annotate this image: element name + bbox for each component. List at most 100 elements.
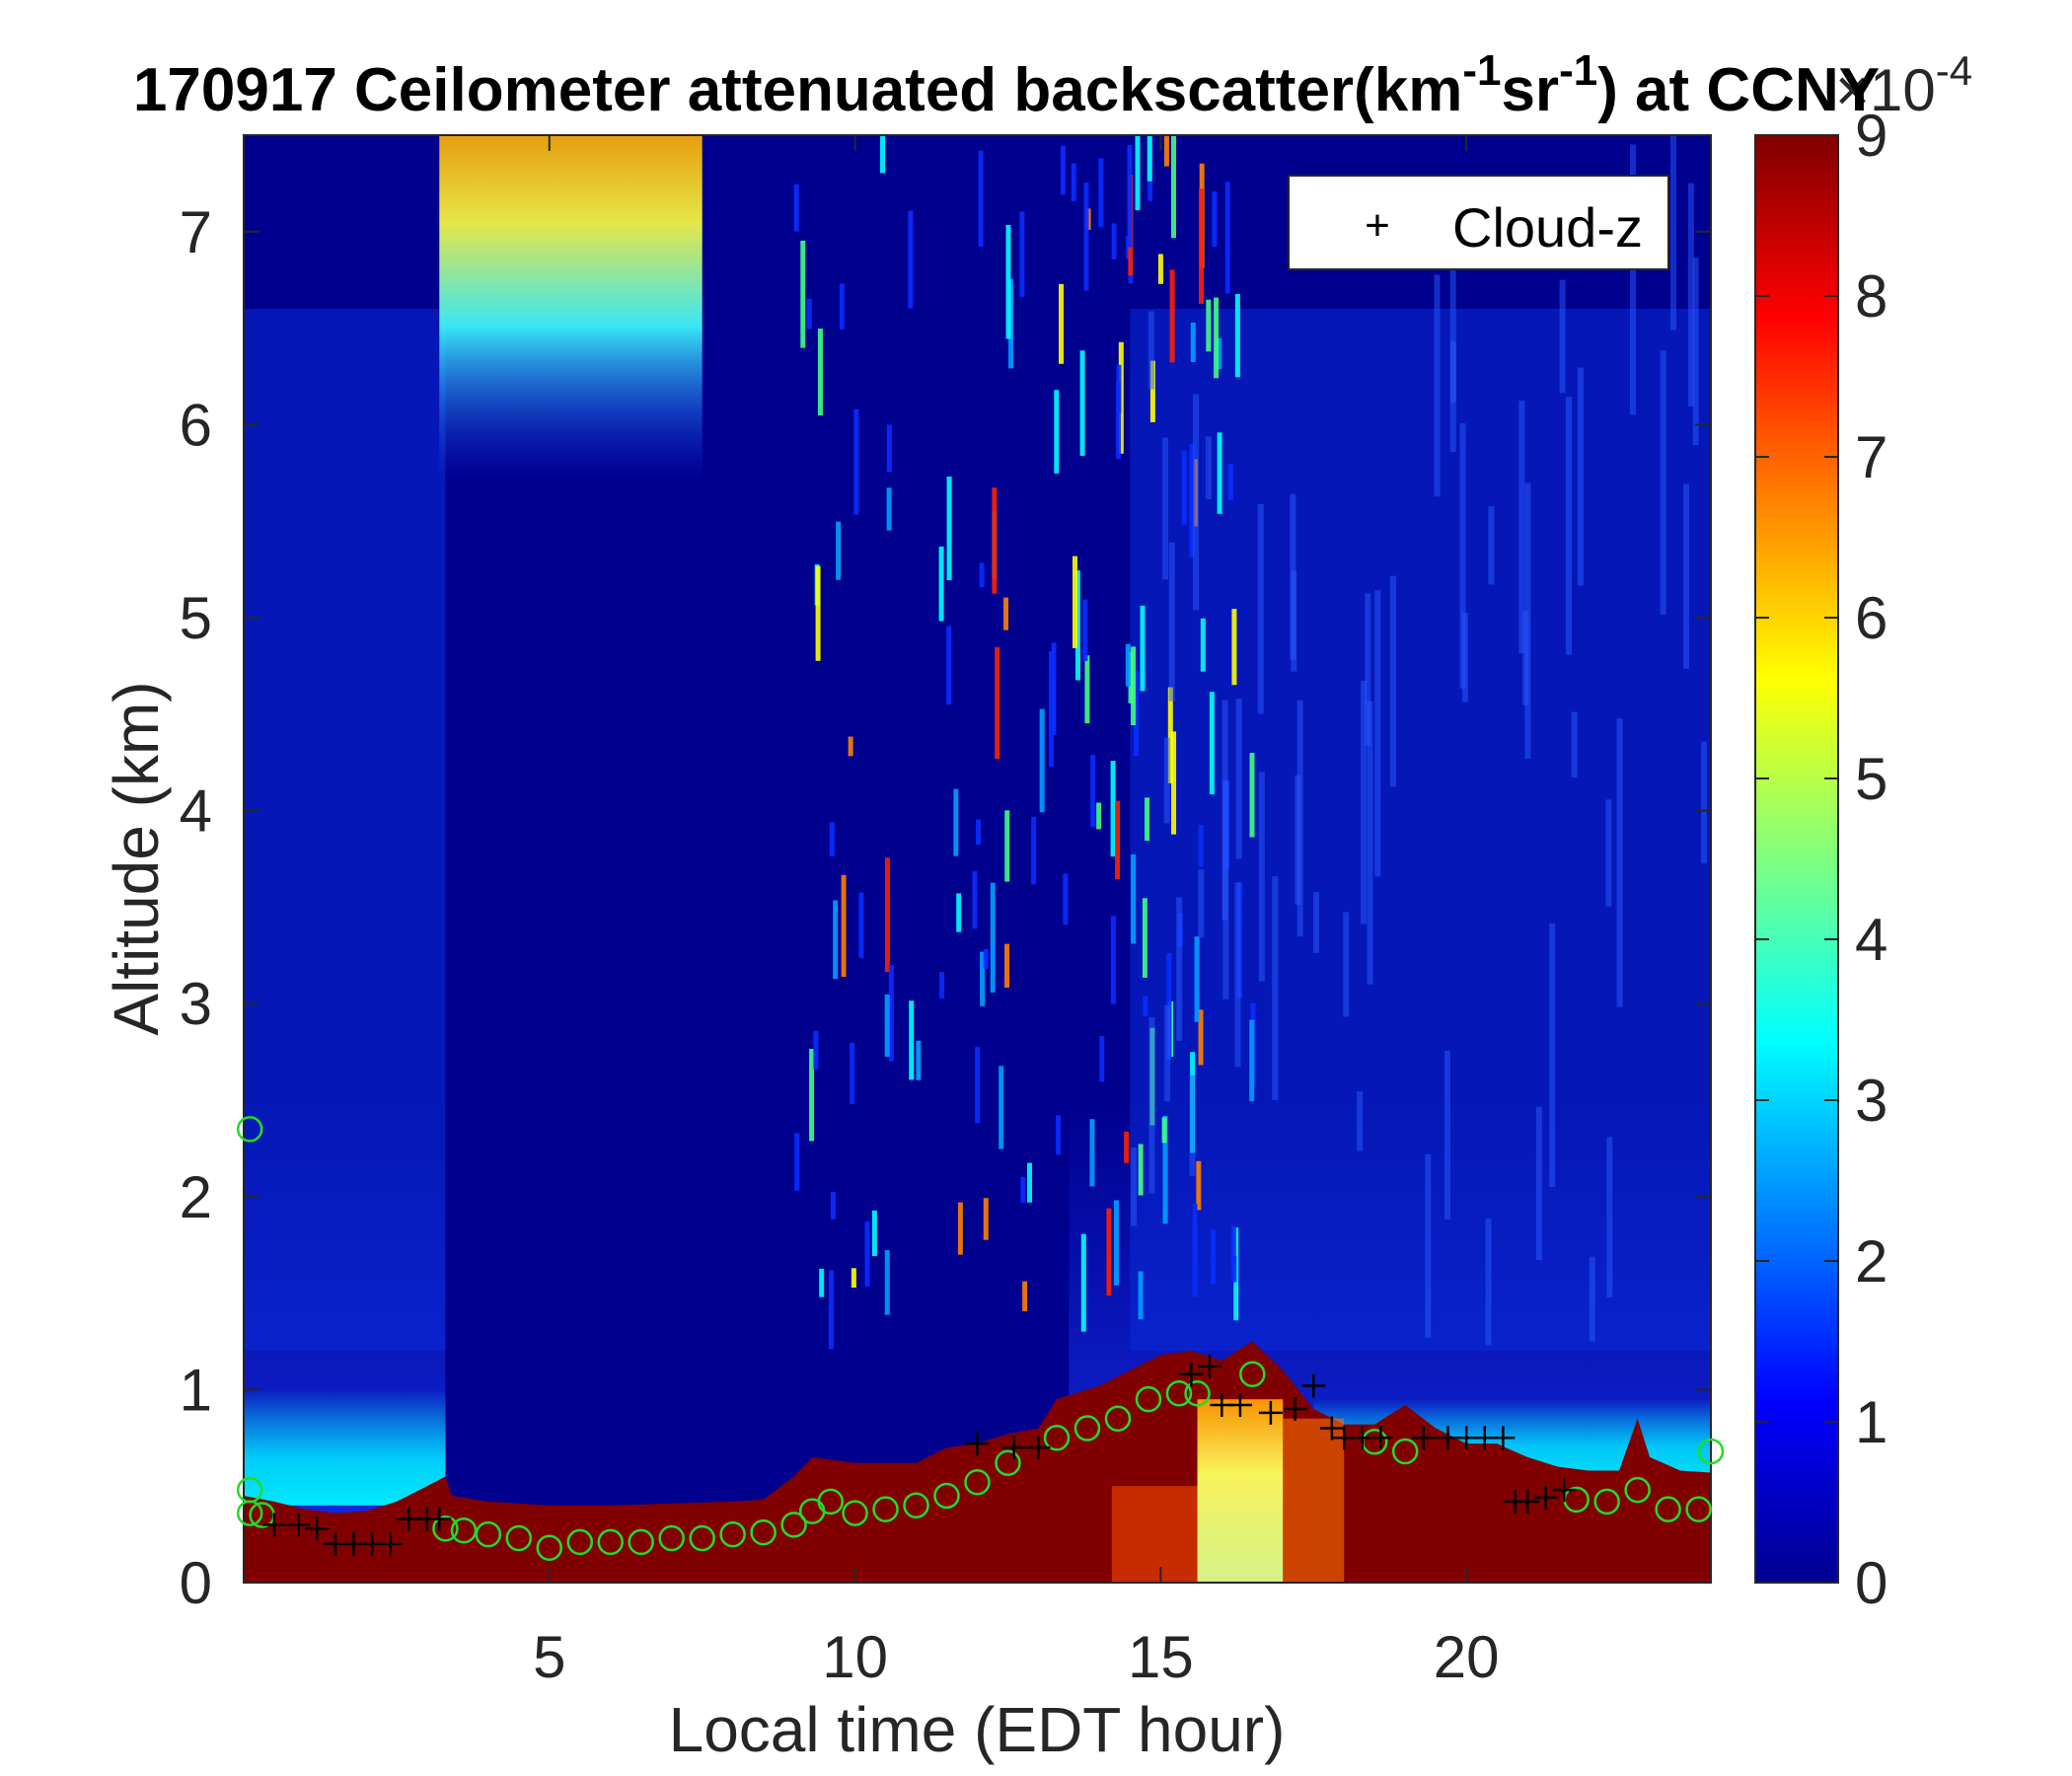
backscatter-streak [833,900,839,980]
backscatter-streak [976,819,982,846]
pbl-height-marker [780,1512,807,1538]
backscatter-streak [1004,810,1010,882]
aerosol-streak [1235,699,1242,859]
aerosol-streak [1365,593,1371,746]
backscatter-streak [813,1030,819,1070]
backscatter-streak [1217,337,1222,370]
backscatter-streak [1116,364,1122,413]
backscatter-streak [1113,1200,1119,1286]
aerosol-streak [1189,1074,1196,1176]
pbl-height-marker [1135,1385,1162,1413]
pbl-height-marker [536,1534,563,1562]
backscatter-streak [1115,800,1121,880]
backscatter-streak [1234,293,1240,378]
colorbar: 0 1 2 3 4 5 6 7 8 9 ×10-4 [1754,47,1972,1616]
backscatter-streak [983,1198,989,1240]
backscatter-streak [1135,135,1141,211]
backscatter-streak [853,408,859,515]
pbl-height-marker [1685,1496,1712,1522]
colorbar-tick-label: 9 [1855,103,1887,169]
aerosol-streak [1162,437,1169,580]
pbl-height-marker [475,1520,502,1548]
backscatter-streak [1200,618,1206,672]
cloud-z-marker [378,1531,403,1556]
aerosol-streak [1205,436,1212,499]
aerosol-streak [1343,912,1350,1017]
backscatter-streak [1060,145,1066,195]
backscatter-streak [1171,731,1177,835]
backscatter-streak [1181,450,1187,525]
backscatter-streak [839,283,845,330]
cloud-z-marker [261,1513,286,1537]
aerosol-streak [1148,1017,1155,1194]
backscatter-streak [1198,824,1204,867]
boundary-layer-core-edge [1283,1418,1345,1583]
backscatter-streak [1131,853,1137,944]
backscatter-streak [1127,145,1133,248]
colorbar-gradient [1755,135,1838,1583]
x-tick-label: 5 [533,1624,565,1690]
backscatter-streak [800,240,806,348]
backscatter-streak [880,135,886,174]
aerosol-streak [1425,1153,1432,1338]
backscatter-streak [1084,655,1090,724]
backscatter-streak [1167,687,1173,783]
aerosol-streak [1192,394,1199,611]
aerosol-cyan-left [244,1389,446,1506]
backscatter-streak [884,994,890,1058]
backscatter-streak [884,1250,890,1315]
backscatter-streak [851,1268,856,1288]
backscatter-streak [1074,570,1080,681]
backscatter-streak [1140,605,1146,692]
backscatter-streak [1072,555,1077,648]
pbl-height-marker [689,1524,715,1552]
colorbar-tick-label: 6 [1855,585,1887,651]
pbl-height-marker [903,1492,929,1519]
cloud-z-marker [427,1507,452,1531]
backscatter-streak [1125,643,1131,687]
aerosol-streak [1176,897,1183,1041]
backscatter-streak [995,646,1000,760]
backscatter-streak [1147,135,1152,182]
aerosol-streak [1443,1050,1450,1220]
backscatter-streak [828,1270,834,1350]
pbl-height-marker [597,1528,624,1556]
pbl-height-marker [995,1449,1021,1476]
backscatter-streak [1106,1208,1112,1296]
y-tick-label: 6 [180,392,212,458]
pbl-height-marker [505,1524,533,1552]
backscatter-streak [1142,898,1147,978]
cloud-z-marker [1258,1400,1283,1425]
aerosol-streak [1367,701,1373,985]
backscatter-streak [1143,996,1148,1016]
cloud-z-marker [1179,1362,1204,1386]
backscatter-streak [1131,646,1137,726]
aerosol-streak [1131,1147,1138,1226]
pbl-height-marker [750,1518,777,1546]
pbl-height-marker [1697,1438,1725,1465]
backscatter-streak [1039,708,1045,813]
backscatter-streak [1027,1162,1033,1203]
colorbar-tick-label: 1 [1855,1389,1887,1455]
backscatter-streak [1249,1019,1255,1102]
backscatter-streak [1231,609,1237,686]
cloud-z-marker [1369,1426,1393,1450]
aerosol-streak [1357,1091,1364,1151]
backscatter-streak [1212,190,1218,247]
aerosol-streak [1606,1137,1613,1298]
aerosol-streak [1461,613,1468,703]
aerosol-streak [1374,590,1381,877]
backscatter-streak [1031,816,1037,885]
pbl-height-marker [236,1116,263,1143]
backscatter-streak [1098,158,1104,228]
backscatter-streak [1198,1009,1204,1066]
backscatter-streak [938,546,944,622]
legend-marker-icon: + [1365,201,1390,250]
heatmap-plot-area [244,135,1711,1583]
backscatter-streak [1089,1119,1095,1187]
backscatter-streak [858,892,864,959]
backscatter-streak [1194,936,1200,1022]
x-tick-label: 15 [1128,1624,1194,1690]
aerosol-streak [1488,506,1495,585]
pbl-height-marker [432,1515,459,1542]
